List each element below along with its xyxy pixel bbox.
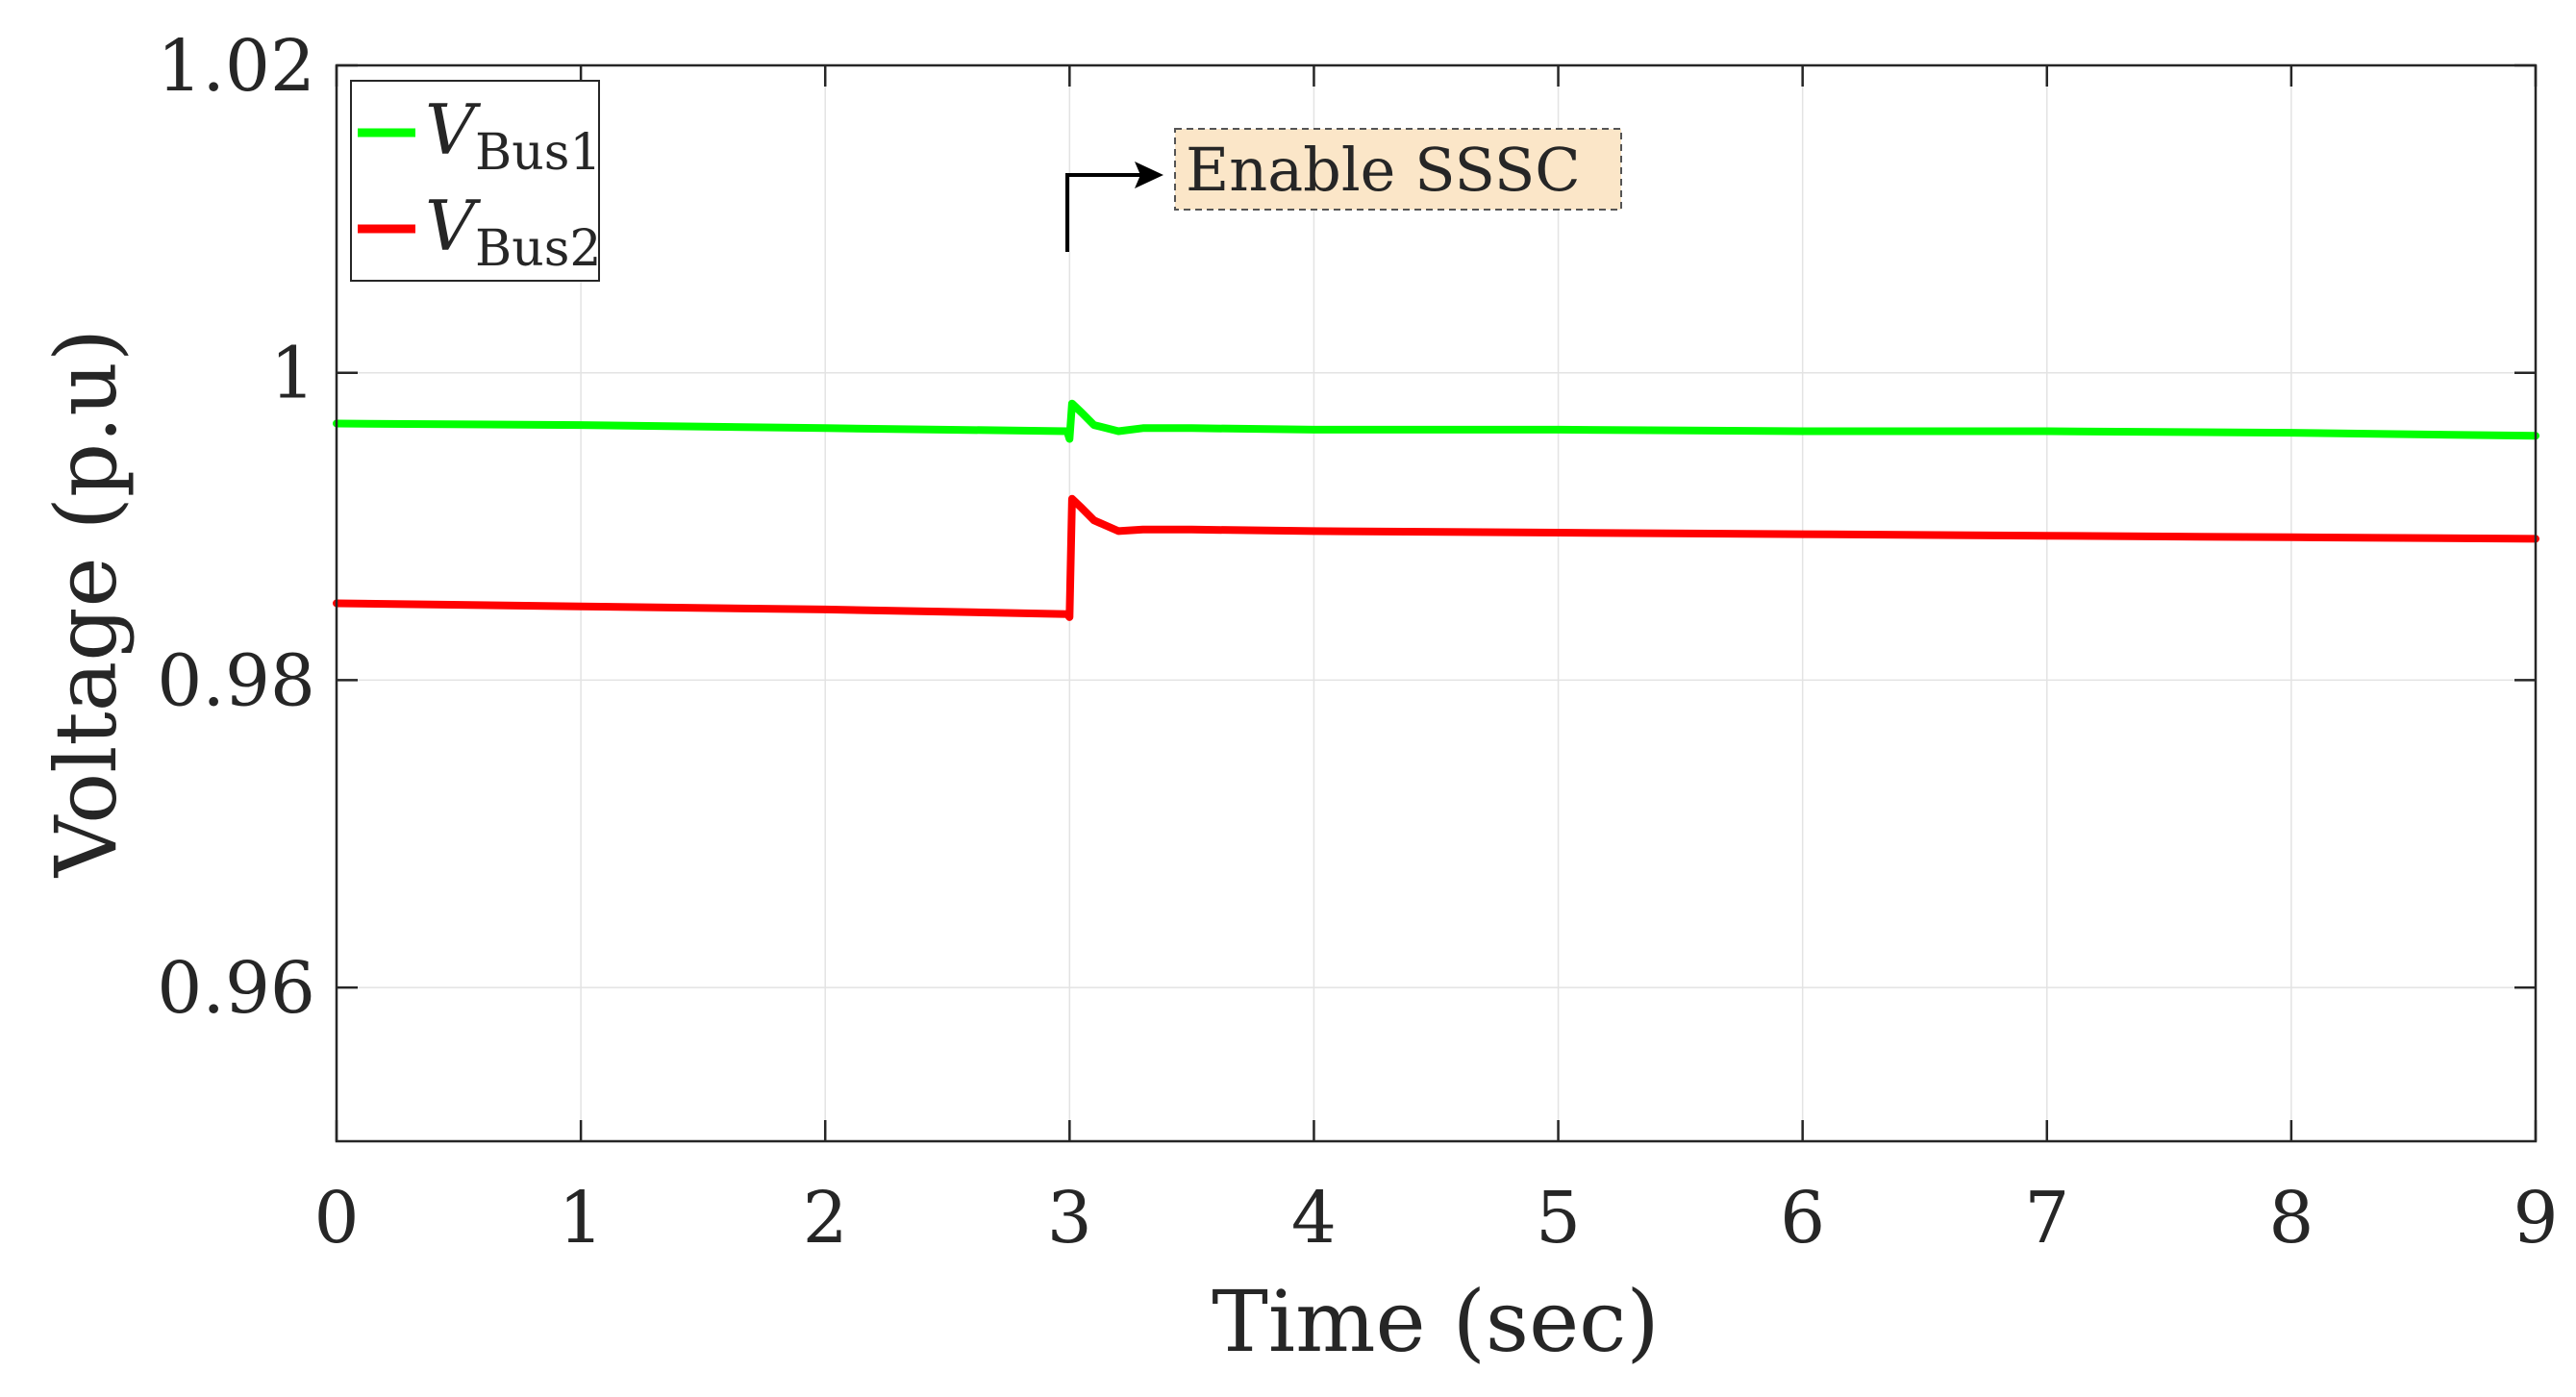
y-tick-label: 0.98: [157, 639, 315, 722]
x-tick-label: 3: [1047, 1177, 1092, 1260]
x-tick-label: 2: [803, 1177, 848, 1260]
x-tick-label: 5: [1536, 1177, 1581, 1260]
grid: [337, 65, 2536, 1141]
y-axis-label: Voltage (p.u): [37, 329, 136, 878]
axis-ticks: 0 1 2 3 4 5 6 7 8 9 0.96 0.98 1 1.02: [157, 25, 2558, 1260]
x-tick-label: 7: [2024, 1177, 2069, 1260]
y-tick-label: 1: [270, 333, 315, 415]
x-tick-label: 1: [559, 1177, 604, 1260]
legend-box: [350, 80, 600, 282]
plot-area: [337, 65, 2536, 1141]
annotation-box: [1174, 128, 1622, 211]
annotation-arrow: [1065, 173, 1149, 252]
series-line-bus1: [333, 399, 2539, 443]
legend: VBus1 VBus2: [350, 80, 601, 282]
plot-frame: [335, 63, 2538, 1143]
x-tick-label: 8: [2268, 1177, 2313, 1260]
annotation: Enable SSSC: [1065, 128, 1622, 252]
x-tick-label: 9: [2513, 1177, 2558, 1260]
series-lines: [333, 399, 2539, 621]
series-line-bus2: [333, 494, 2539, 621]
legend-label-bus1: VBus1: [425, 89, 601, 182]
x-tick-label: 4: [1291, 1177, 1337, 1260]
annotation-text: Enable SSSC: [1186, 135, 1581, 205]
legend-label-bus2: VBus2: [425, 186, 601, 278]
y-tick-label: 1.02: [157, 25, 315, 108]
y-tick-label: 0.96: [157, 947, 315, 1030]
x-axis-label: Time (sec): [1212, 1272, 1660, 1371]
x-tick-label: 6: [1780, 1177, 1825, 1260]
annotation-arrowhead: [1135, 162, 1163, 188]
x-tick-label: 0: [313, 1177, 359, 1260]
